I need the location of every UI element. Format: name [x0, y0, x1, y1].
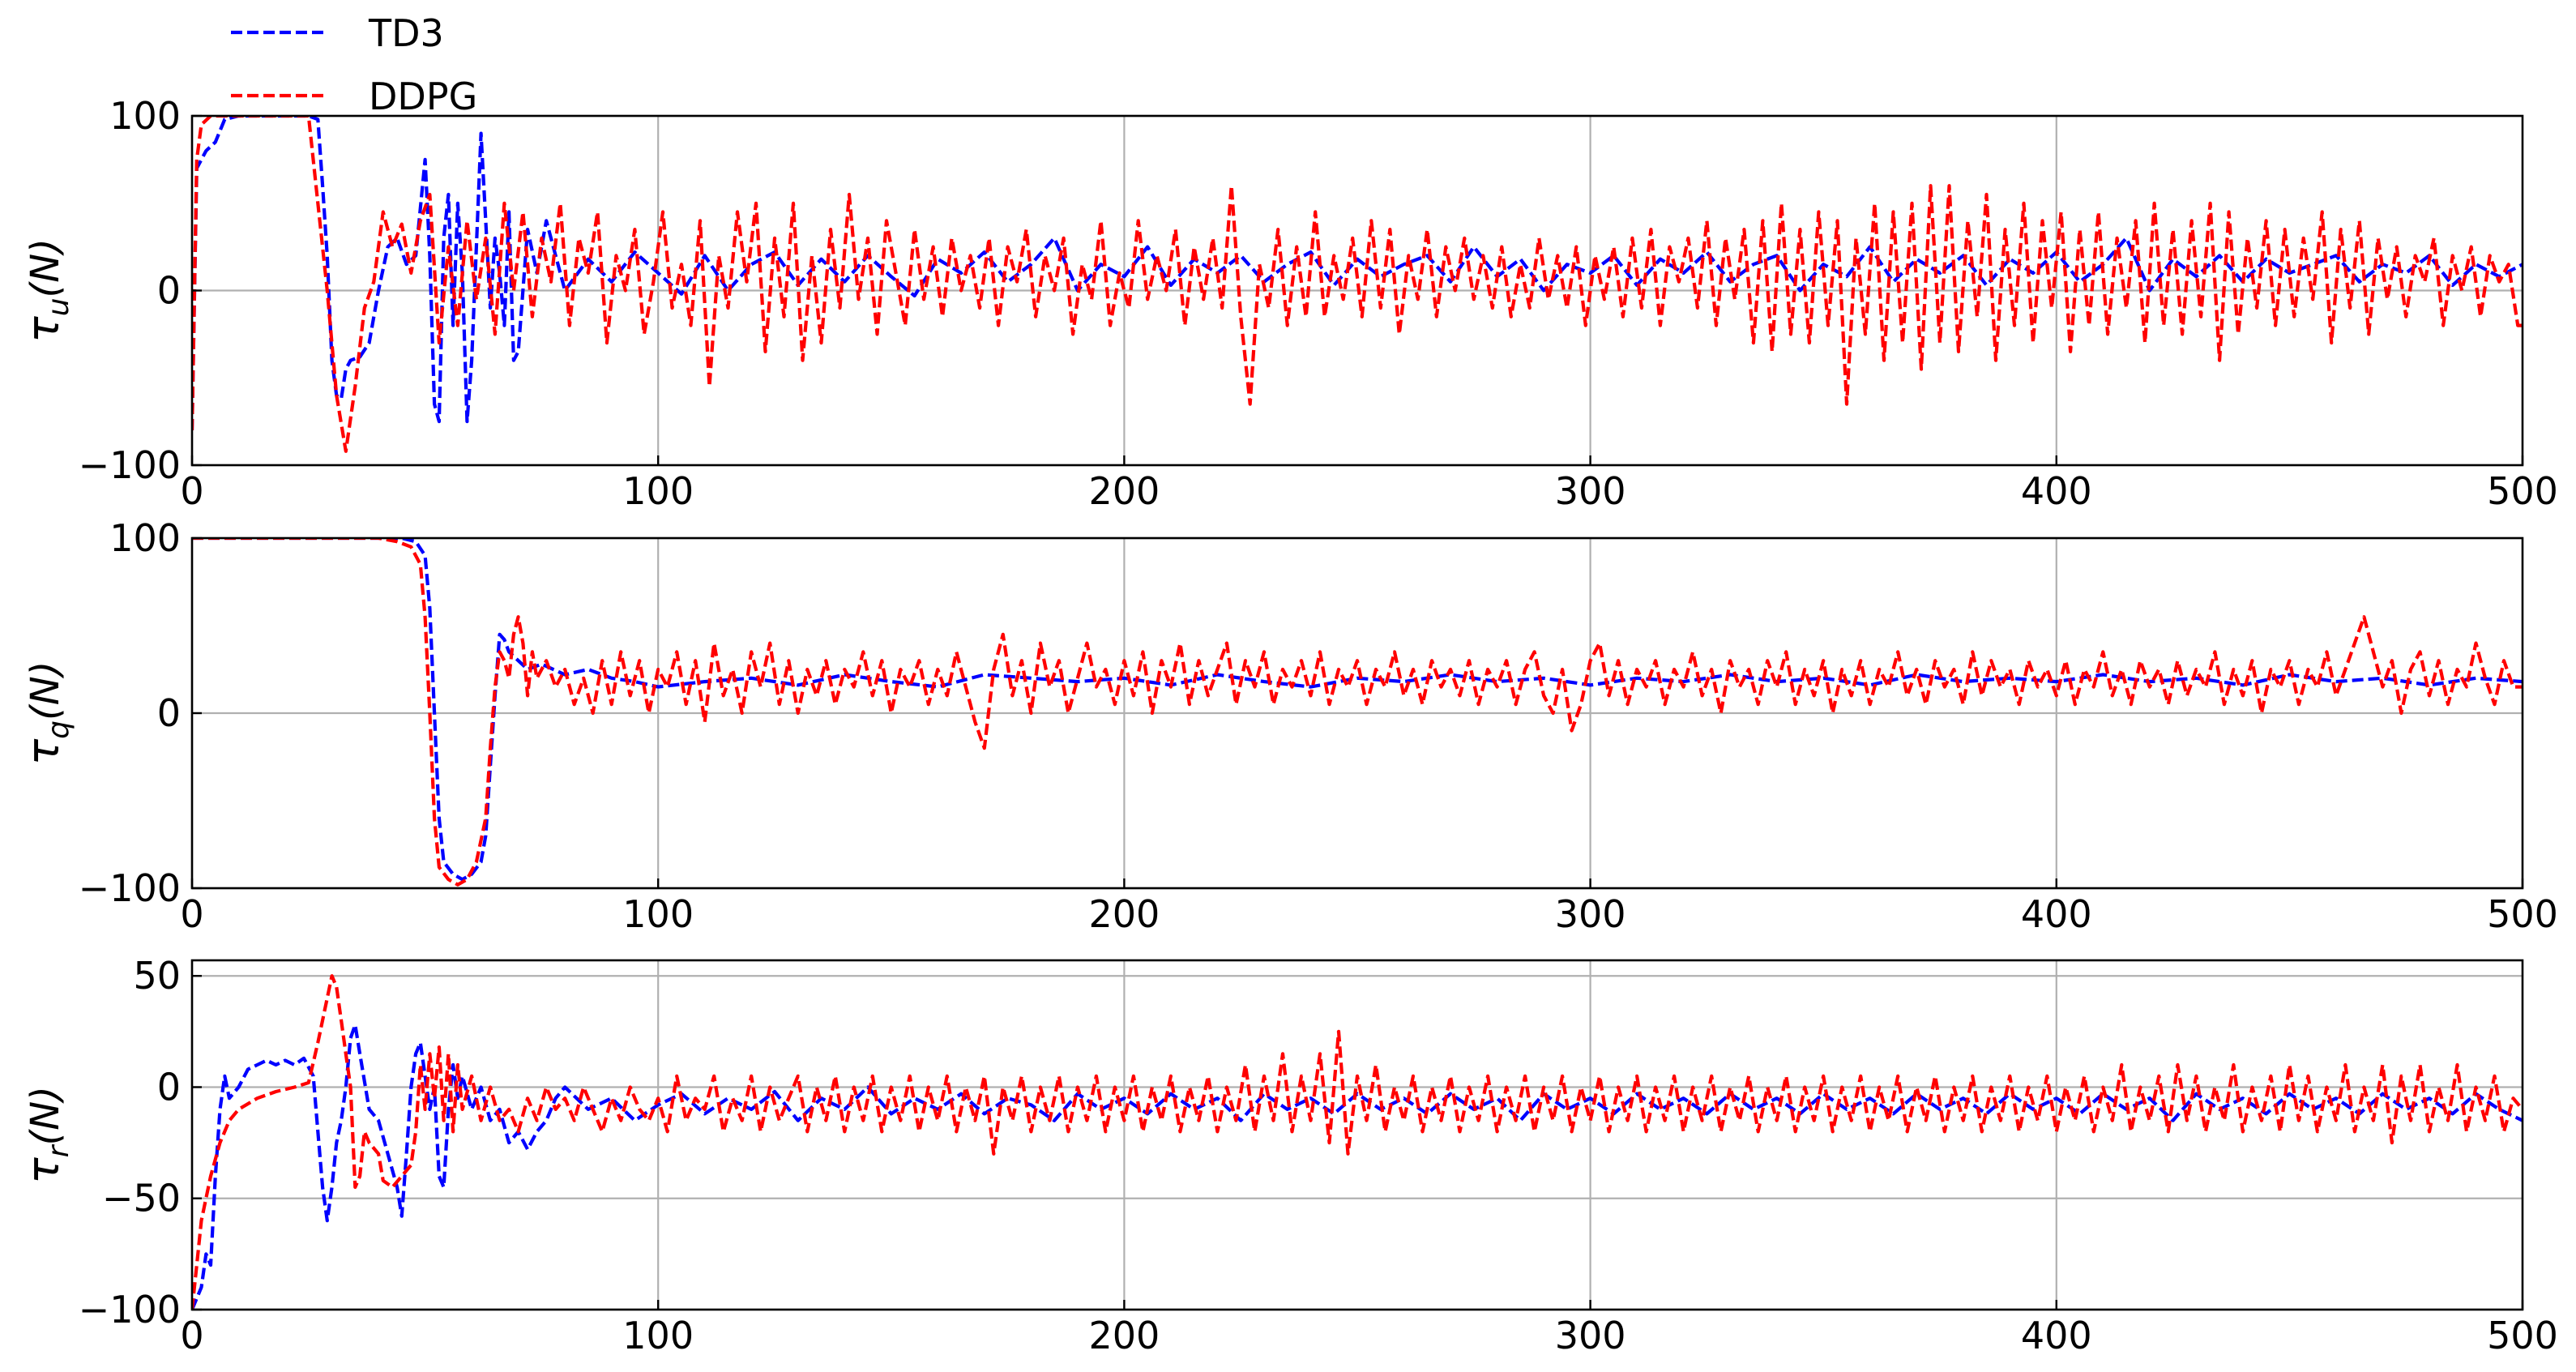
x-tick-label: 400 [2021, 1314, 2092, 1357]
x-tick-label: 100 [622, 1314, 694, 1357]
plot-frame [190, 959, 2524, 1311]
series-line-ddpg [192, 974, 2523, 1310]
series-group [192, 116, 2523, 453]
y-tick-label: −50 [102, 1177, 181, 1220]
x-tick-label: 500 [2487, 1314, 2558, 1357]
series-line-td3 [192, 116, 2523, 430]
x-tick-label: 200 [1088, 892, 1160, 936]
series-line-td3 [192, 538, 2523, 882]
y-axis-label: τr(N) [18, 1086, 75, 1184]
x-tick-label: 300 [1555, 1314, 1626, 1357]
y-axis-label: τu(N) [18, 238, 75, 343]
x-tick-label: 0 [180, 469, 203, 513]
x-tick-label: 100 [622, 892, 694, 936]
y-tick-label: 100 [109, 516, 181, 560]
x-tick-label: 100 [622, 469, 694, 513]
y-axis-label: τq(N) [18, 661, 75, 766]
x-tick-label: 400 [2021, 469, 2092, 513]
legend-label: DDPG [369, 75, 477, 118]
y-tick-label: 50 [133, 954, 181, 998]
x-tick-label: 500 [2487, 892, 2558, 936]
x-tick-label: 500 [2487, 469, 2558, 513]
x-tick-label: 400 [2021, 892, 2092, 936]
grid [192, 536, 2523, 890]
y-tick-label: 0 [157, 691, 181, 735]
y-tick-label: −100 [79, 443, 181, 487]
series-line-ddpg [192, 538, 2523, 887]
x-tick-label: 200 [1088, 469, 1160, 513]
x-tick-label: 200 [1088, 1314, 1160, 1357]
series-group [192, 974, 2523, 1310]
legend-item-ddpg: DDPG [231, 75, 477, 118]
y-tick-label: 0 [157, 1065, 181, 1109]
legend-item-td3: TD3 [231, 11, 444, 55]
panel-3: 0 100 200 300 400 500 −100 −50 0 50 τr(N) [18, 954, 2558, 1357]
series-line-td3 [192, 1023, 2523, 1310]
series-group [192, 538, 2523, 887]
grid [192, 960, 2523, 1311]
y-tick-label: −100 [79, 1288, 181, 1331]
x-tick-label: 300 [1555, 469, 1626, 513]
y-tick-label: 0 [157, 269, 181, 313]
y-tick-label: −100 [79, 866, 181, 910]
y-tick-label: 100 [109, 94, 181, 138]
series-line-ddpg [192, 116, 2523, 453]
x-tick-label: 300 [1555, 892, 1626, 936]
x-tick-label: 0 [180, 1314, 203, 1357]
legend: TD3 DDPG [231, 11, 477, 118]
legend-label: TD3 [368, 11, 444, 55]
x-tick-label: 0 [180, 892, 203, 936]
